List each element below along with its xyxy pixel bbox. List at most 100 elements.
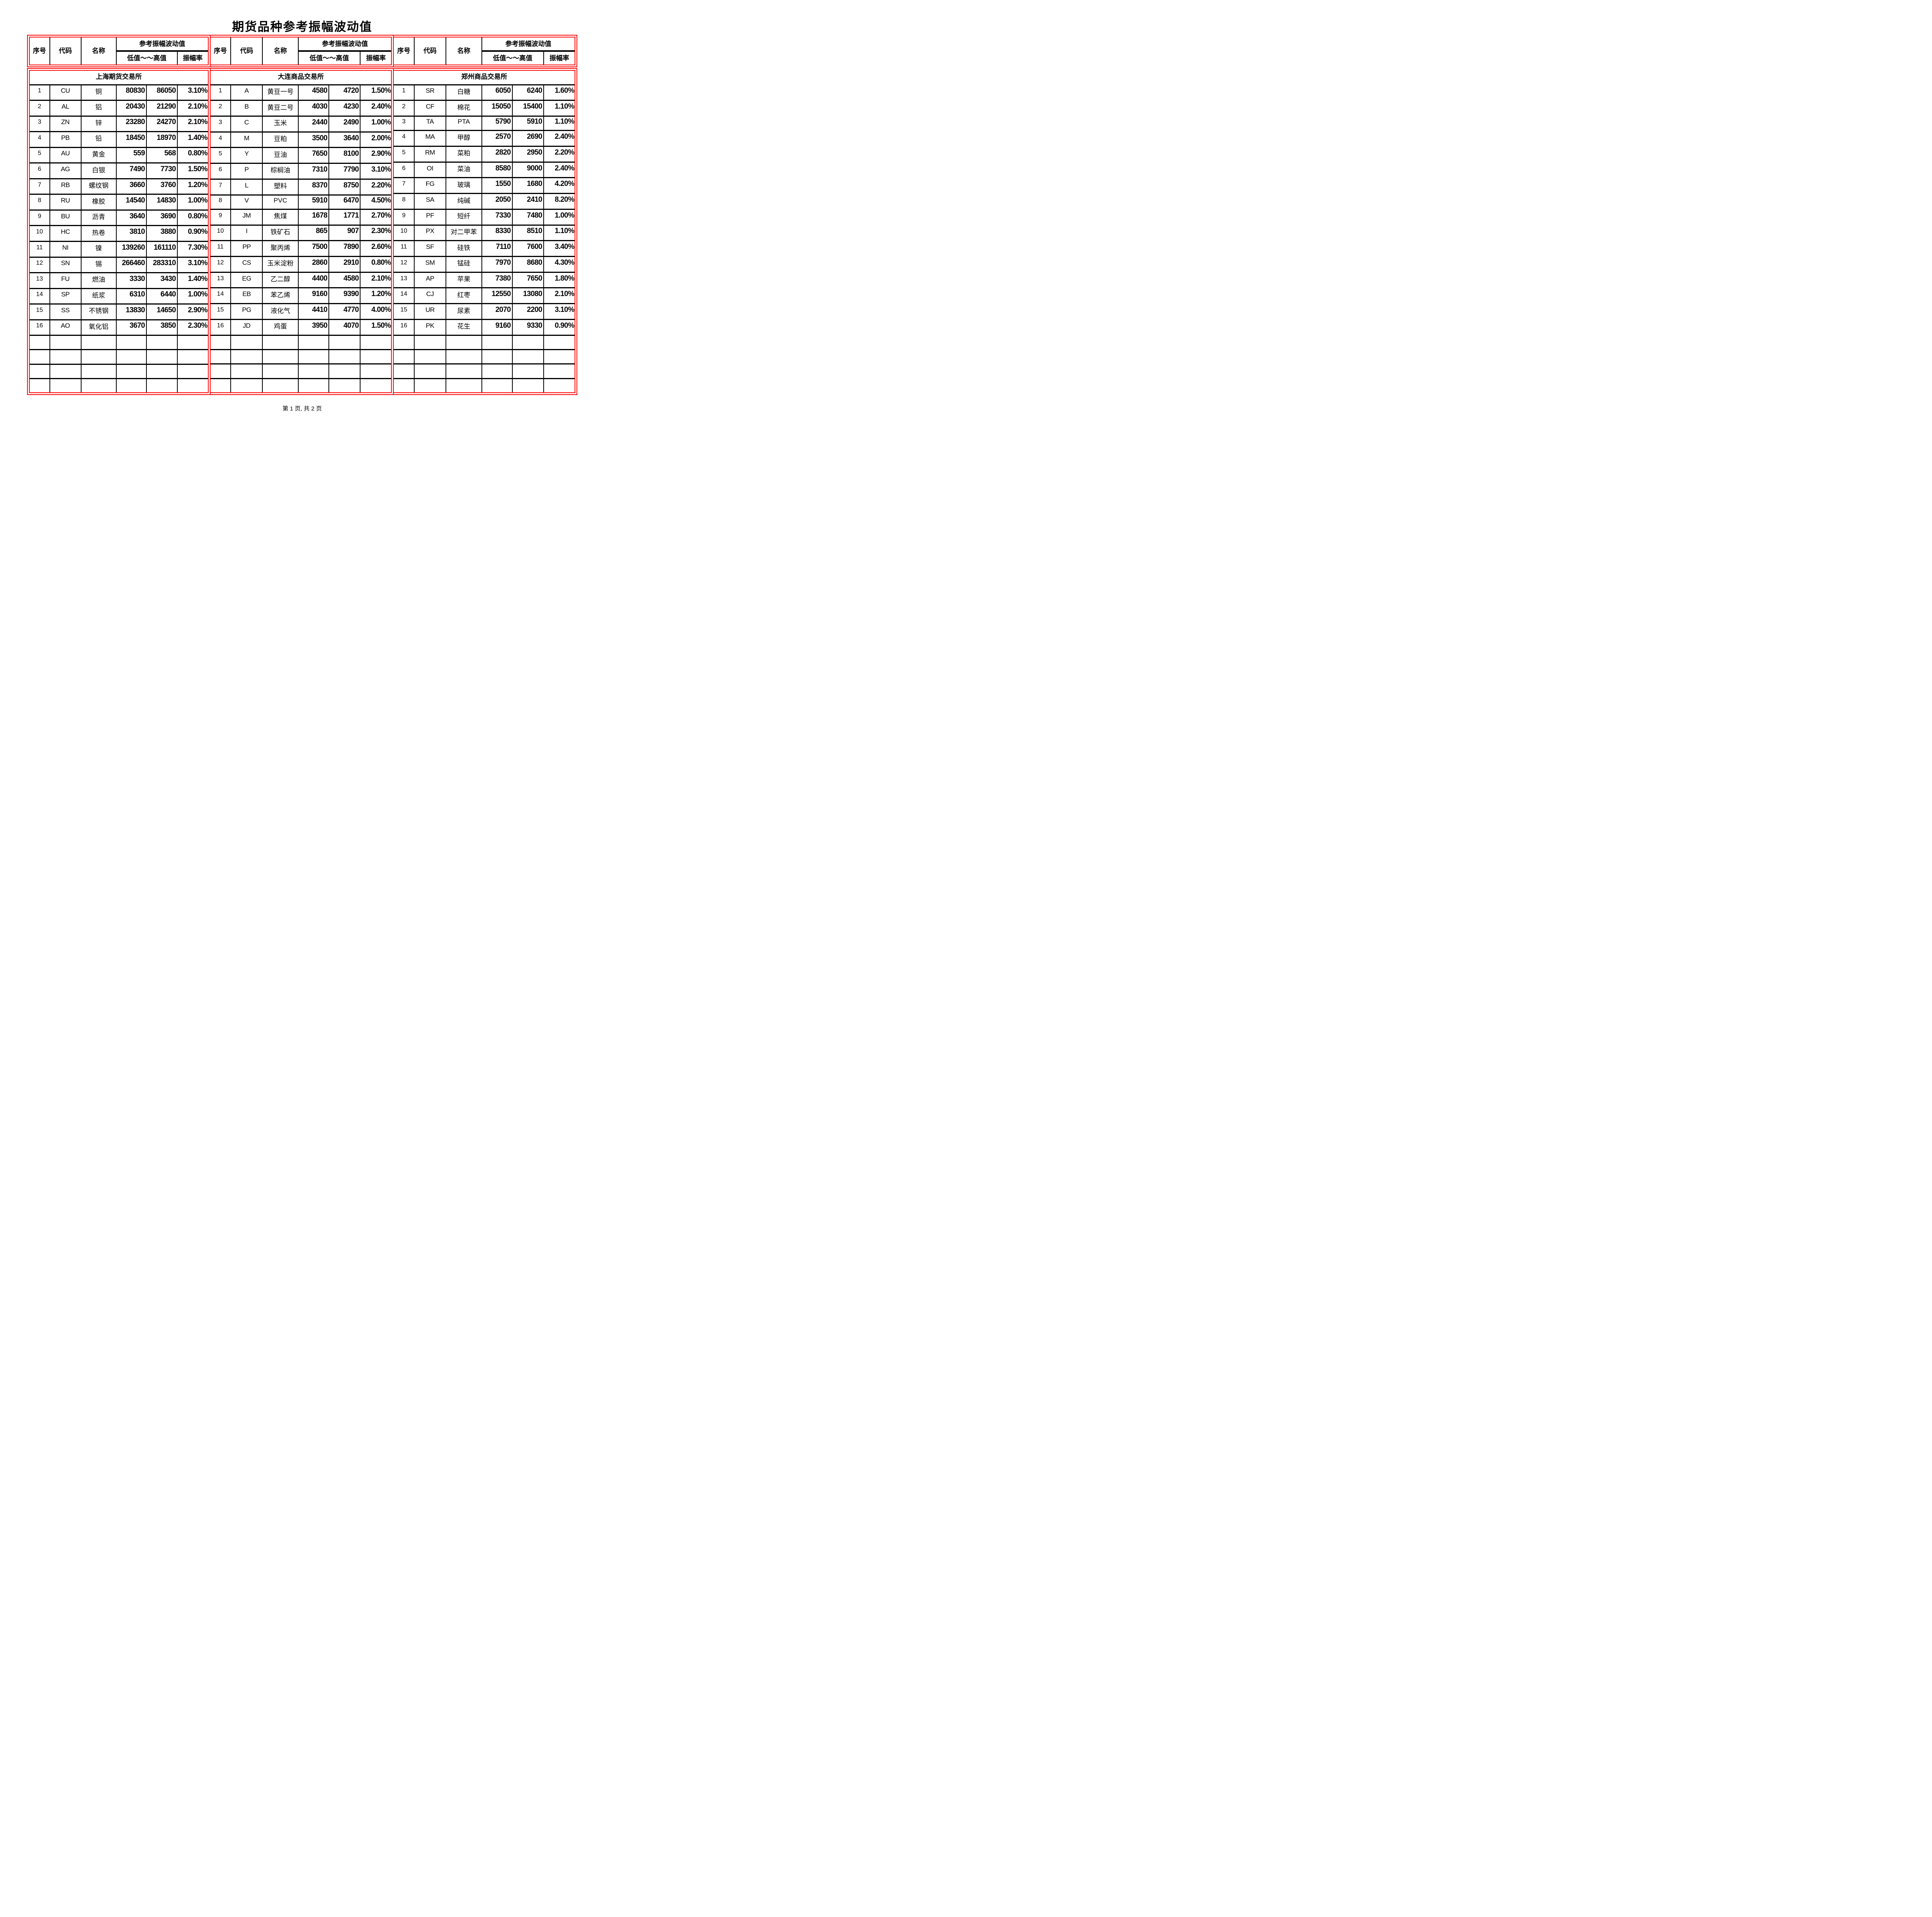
cell-seq: 15 <box>210 303 231 320</box>
cell-amplitude-rate: 1.50% <box>360 319 391 336</box>
table-row: 1 SR 白糖 6050 6240 1.60% <box>394 85 575 101</box>
cell-high-value: 5910 <box>512 116 544 131</box>
cell-amplitude-rate <box>544 349 575 365</box>
empty-row <box>394 349 575 365</box>
cell-low-value: 559 <box>116 147 147 164</box>
cell-seq <box>30 364 50 379</box>
cell-amplitude-rate: 1.80% <box>544 272 575 289</box>
cell-amplitude-rate: 2.10% <box>544 288 575 305</box>
data-table: 郑州商品交易所 1 SR 白糖 6050 6240 1.60% 2 CF 棉花 15050 1540… <box>394 71 575 392</box>
cell-high-value: 2910 <box>328 256 361 273</box>
cell-name: 聚丙烯 <box>262 240 299 257</box>
cell-high-value: 2410 <box>512 193 544 210</box>
cell-name: 塑料 <box>262 179 299 196</box>
cell-high-value <box>146 335 178 351</box>
cell-low-value: 3810 <box>116 225 147 242</box>
cell-low-value: 1678 <box>298 209 329 226</box>
cell-high-value <box>512 349 544 365</box>
cell-low-value: 5910 <box>298 195 329 210</box>
cell-amplitude-rate: 0.90% <box>177 225 208 242</box>
cell-name: 白糖 <box>446 85 482 101</box>
cell-code: TA <box>414 116 447 131</box>
cell-code: SF <box>414 240 447 257</box>
cell-low-value: 14540 <box>116 194 147 211</box>
cell-seq: 14 <box>210 288 231 305</box>
cell-code <box>231 378 263 392</box>
cell-seq: 12 <box>210 256 231 273</box>
table-row: 5 AU 黄金 559 568 0.80% <box>30 147 208 164</box>
cell-name: 焦煤 <box>262 209 299 226</box>
cell-low-value: 2440 <box>298 116 329 133</box>
empty-row <box>210 335 391 350</box>
table-row: 10 PX 对二甲苯 8330 8510 1.10% <box>394 225 575 242</box>
exchange-body-box: 郑州商品交易所 1 SR 白糖 6050 6240 1.60% 2 CF 棉花 15050 1540… <box>394 68 578 395</box>
cell-seq: 7 <box>394 177 415 194</box>
cell-code: V <box>231 195 263 210</box>
cell-seq: 14 <box>394 288 415 305</box>
cell-amplitude-rate <box>544 378 575 392</box>
cell-amplitude-rate: 2.10% <box>360 272 391 289</box>
cell-high-value <box>328 349 361 365</box>
exchange-panel-dalian: 序号 代码 名称 参考振幅波动值 低值～～高值 振幅率 <box>210 35 394 395</box>
cell-name: 铅 <box>81 131 117 148</box>
cell-name: 豆粕 <box>262 132 299 148</box>
cell-seq: 14 <box>30 288 50 305</box>
cell-code: HC <box>49 225 82 242</box>
cell-seq: 10 <box>30 225 50 242</box>
cell-name: 豆油 <box>262 147 299 164</box>
page-title: 期货品种参考振幅波动值 <box>232 20 372 34</box>
cell-low-value <box>116 349 147 365</box>
cell-low-value: 6050 <box>481 85 513 101</box>
cell-name: 锰硅 <box>446 256 482 273</box>
cell-amplitude-rate <box>177 335 208 351</box>
cell-low-value: 9160 <box>298 288 329 305</box>
cell-seq: 15 <box>30 304 50 320</box>
cell-low-value: 4580 <box>298 85 329 101</box>
table-row: 9 PF 短纤 7330 7480 1.00% <box>394 209 575 226</box>
cell-seq: 6 <box>210 163 231 180</box>
cell-name: 不锈钢 <box>81 304 117 320</box>
cell-amplitude-rate: 4.20% <box>544 177 575 194</box>
cell-code: P <box>231 163 263 180</box>
table-row: 9 JM 焦煤 1678 1771 2.70% <box>210 209 391 226</box>
column-header-name: 名称 <box>446 37 482 65</box>
cell-amplitude-rate: 2.40% <box>360 100 391 117</box>
cell-name <box>262 349 299 365</box>
table-row: 12 SN 锡 266460 283310 3.10% <box>30 257 208 274</box>
cell-code: CJ <box>414 288 447 305</box>
cell-amplitude-rate: 4.30% <box>544 256 575 273</box>
cell-name <box>446 349 482 365</box>
table-row: 6 AG 白银 7490 7730 1.50% <box>30 163 208 179</box>
column-header-reference: 参考振幅波动值 <box>481 37 575 52</box>
cell-seq: 4 <box>210 132 231 148</box>
table-row: 2 AL 铝 20430 21290 2.10% <box>30 100 208 117</box>
cell-seq: 7 <box>210 179 231 196</box>
table-row: 12 SM 锰硅 7970 8680 4.30% <box>394 256 575 273</box>
cell-low-value: 7500 <box>298 240 329 257</box>
cell-name <box>81 349 117 365</box>
cell-code: RB <box>49 179 82 195</box>
cell-name: 鸡蛋 <box>262 319 299 336</box>
column-header-name: 名称 <box>81 37 117 65</box>
table-row: 11 NI 镍 139260 161110 7.30% <box>30 241 208 258</box>
cell-high-value <box>328 335 361 350</box>
header-table: 序号 代码 名称 参考振幅波动值 低值～～高值 振幅率 <box>394 37 575 65</box>
table-row: 10 I 铁矿石 865 907 2.30% <box>210 225 391 242</box>
cell-high-value: 2200 <box>512 303 544 320</box>
column-header-seq: 序号 <box>394 37 415 65</box>
cell-name <box>81 335 117 351</box>
table-row: 3 TA PTA 5790 5910 1.10% <box>394 116 575 131</box>
cell-name: 纯碱 <box>446 193 482 210</box>
cell-low-value: 7110 <box>481 240 513 257</box>
empty-row <box>30 378 208 392</box>
cell-high-value: 8100 <box>328 147 361 164</box>
cell-code: SN <box>49 257 82 274</box>
cell-code: BU <box>49 210 82 226</box>
cell-amplitude-rate: 3.10% <box>177 257 208 274</box>
cell-code: RM <box>414 146 447 163</box>
cell-high-value <box>146 349 178 365</box>
cell-seq: 2 <box>210 100 231 117</box>
cell-code: SS <box>49 304 82 320</box>
cell-low-value: 3640 <box>116 210 147 226</box>
cell-seq: 1 <box>394 85 415 101</box>
